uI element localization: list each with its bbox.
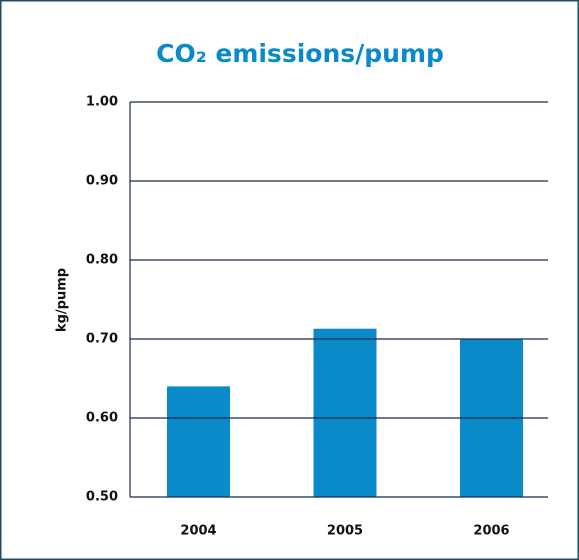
y-tick-label: 0.60 <box>86 411 118 426</box>
y-tick-label: 1.00 <box>86 95 118 110</box>
chart-title: CO₂ emissions/pump <box>156 39 444 68</box>
x-tick-label: 2006 <box>473 524 509 539</box>
y-tick-label: 0.90 <box>86 174 118 189</box>
y-tick-label: 0.50 <box>86 490 118 505</box>
y-tick-label: 0.70 <box>86 332 118 347</box>
y-tick-label: 0.80 <box>86 253 118 268</box>
x-tick-label: 2004 <box>180 524 216 539</box>
bar <box>313 328 377 497</box>
bar <box>167 386 230 497</box>
y-axis-label: kg/pump <box>55 268 70 332</box>
x-tick-label: 2005 <box>327 524 363 539</box>
